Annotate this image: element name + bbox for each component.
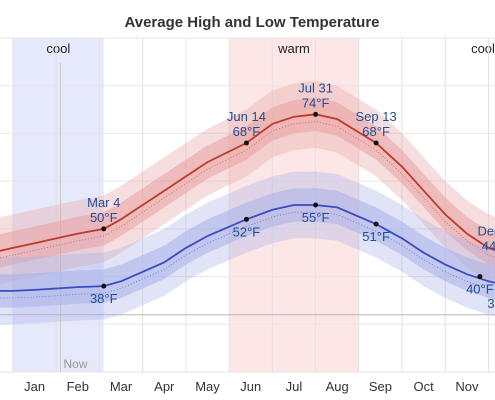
- season-band: [12, 38, 104, 372]
- annotation-label: 40°F: [466, 282, 494, 297]
- series-line-low: [0, 204, 495, 292]
- annotation-point: [373, 140, 379, 146]
- annotation-point: [373, 221, 379, 227]
- annotation-label: 3: [487, 296, 494, 311]
- annotation-label: 44: [482, 238, 495, 253]
- season-label: warm: [277, 41, 310, 56]
- annotation-label: 38°F: [90, 291, 118, 306]
- annotation-label: Sep 13: [356, 109, 397, 124]
- annotation-label: 74°F: [302, 95, 330, 110]
- annotation-label: 50°F: [90, 210, 118, 225]
- annotation-point: [101, 226, 107, 232]
- annotation-point: [243, 140, 249, 146]
- season-label: cool: [46, 41, 70, 56]
- now-label: Now: [64, 357, 88, 371]
- series-band-inner: [0, 188, 495, 308]
- x-tick-label: Jun: [240, 379, 261, 394]
- annotation-label: Mar 4: [87, 195, 120, 210]
- x-tick-labels: JanFebMarAprMayJunJulAugSepOctNovDec: [24, 379, 479, 394]
- x-tick-label: Nov: [455, 379, 479, 394]
- annotation-label: 68°F: [362, 124, 390, 139]
- chart-title: Average High and Low Temperature: [124, 14, 379, 31]
- series-lines: [0, 113, 495, 299]
- annotation-label: 51°F: [362, 229, 390, 244]
- annotation-point: [477, 274, 483, 280]
- annotation-point: [101, 283, 107, 289]
- annotation-label: Jul 31: [298, 80, 333, 95]
- annotation-point: [243, 216, 249, 222]
- x-tick-label: Mar: [110, 379, 133, 394]
- series-line-high: [0, 113, 495, 252]
- x-tick-label: Apr: [154, 379, 175, 394]
- annotation-label: 68°F: [233, 124, 261, 139]
- season-label: cool: [471, 41, 495, 56]
- x-tick-label: Jan: [24, 379, 45, 394]
- x-tick-label: Aug: [326, 379, 349, 394]
- annotation-point: [313, 111, 319, 117]
- x-tick-label: Jul: [286, 379, 303, 394]
- annotation-label: Jun 14: [227, 109, 266, 124]
- x-tick-label: Feb: [67, 379, 89, 394]
- annotation-points: [101, 111, 483, 289]
- annotation-label: Dec: [477, 223, 495, 238]
- annotation-label: 55°F: [302, 210, 330, 225]
- annotation-point: [313, 202, 319, 208]
- annotation-label: 52°F: [233, 224, 261, 239]
- x-tick-label: Oct: [414, 379, 435, 394]
- x-tick-label: May: [195, 379, 220, 394]
- x-tick-label: Sep: [369, 379, 392, 394]
